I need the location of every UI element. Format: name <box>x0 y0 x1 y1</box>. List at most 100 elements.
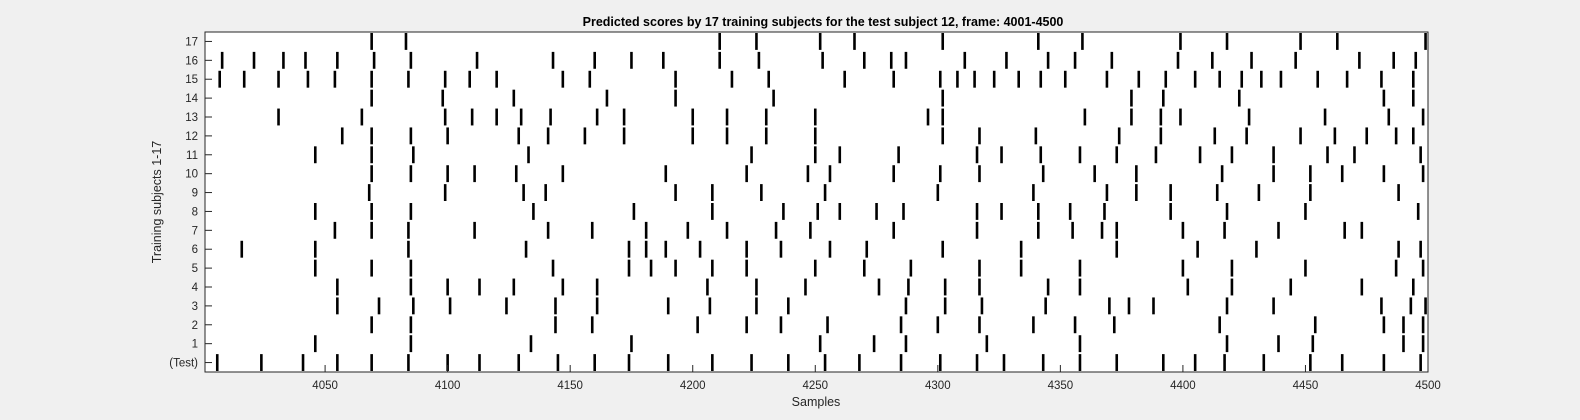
event-mark <box>978 278 981 296</box>
event-mark <box>409 51 413 69</box>
event-mark <box>1260 70 1263 88</box>
event-mark <box>892 165 896 183</box>
event-mark <box>443 108 447 126</box>
event-mark <box>711 203 714 220</box>
event-mark <box>1255 240 1258 258</box>
event-mark <box>1041 165 1045 183</box>
event-mark <box>627 259 631 277</box>
event-mark <box>1154 146 1158 164</box>
event-mark <box>725 108 729 126</box>
event-mark <box>1081 33 1084 50</box>
event-mark <box>1179 33 1182 50</box>
event-mark <box>1424 297 1427 315</box>
event-mark <box>1063 70 1067 88</box>
event-mark <box>1115 354 1119 371</box>
event-mark <box>943 297 947 315</box>
y-tick-label: 1 <box>192 339 198 351</box>
event-mark <box>215 354 219 371</box>
event-mark <box>1135 165 1138 183</box>
event-mark <box>943 278 947 296</box>
event-mark <box>409 335 413 353</box>
event-mark <box>470 108 474 126</box>
event-mark <box>813 108 817 126</box>
x-tick-label: 4150 <box>557 380 583 392</box>
x-tick-label: 4100 <box>435 380 461 392</box>
event-mark <box>1110 51 1114 69</box>
event-mark <box>1394 127 1398 145</box>
event-mark <box>475 51 479 69</box>
event-mark <box>1152 297 1155 315</box>
event-mark <box>1181 259 1185 277</box>
event-mark <box>708 297 712 315</box>
event-mark <box>644 240 648 258</box>
x-tick-label: 4300 <box>925 380 951 392</box>
event-mark <box>370 165 373 183</box>
event-mark <box>551 51 555 69</box>
event-mark <box>404 33 408 50</box>
event-mark <box>666 354 670 371</box>
event-mark <box>544 184 547 201</box>
event-mark <box>686 221 690 239</box>
event-mark <box>1409 297 1413 315</box>
event-mark <box>1277 221 1280 239</box>
y-tick-label: 11 <box>186 150 198 162</box>
event-mark <box>220 51 224 69</box>
event-mark <box>858 354 861 371</box>
event-mark <box>1402 316 1405 334</box>
event-mark <box>698 240 702 258</box>
y-tick-label: 12 <box>185 131 198 143</box>
event-mark <box>252 51 256 69</box>
event-mark <box>978 165 981 183</box>
event-mark <box>1115 221 1119 239</box>
event-mark <box>1414 51 1418 69</box>
event-mark <box>764 108 768 126</box>
event-mark <box>1071 221 1074 239</box>
event-mark <box>872 335 876 353</box>
event-mark <box>1176 51 1180 69</box>
event-mark <box>377 297 381 315</box>
event-mark <box>1402 335 1405 353</box>
event-mark <box>941 127 945 145</box>
event-mark <box>755 278 758 296</box>
event-mark <box>1311 335 1315 353</box>
event-mark <box>718 33 721 50</box>
event-mark <box>992 70 996 88</box>
event-mark <box>512 89 516 107</box>
event-mark <box>1382 316 1386 334</box>
event-mark <box>1127 297 1131 315</box>
event-mark <box>1421 108 1425 126</box>
event-mark <box>1196 240 1199 258</box>
event-mark <box>583 127 587 145</box>
event-mark <box>853 33 856 50</box>
event-mark <box>1230 146 1234 164</box>
event-mark <box>546 221 550 239</box>
y-tick-label: 7 <box>192 225 198 237</box>
event-mark <box>1419 354 1422 371</box>
event-mark <box>821 51 824 69</box>
event-mark <box>1424 33 1427 50</box>
event-mark <box>549 108 552 126</box>
x-tick-label: 4250 <box>802 380 828 392</box>
event-mark <box>711 259 714 277</box>
y-axis-label: Training subjects 1-17 <box>150 141 164 264</box>
event-mark <box>1000 203 1003 220</box>
event-mark <box>441 89 445 107</box>
event-mark <box>514 165 518 183</box>
y-tick-label: (Test) <box>169 358 198 370</box>
event-mark <box>975 203 979 220</box>
event-mark <box>1115 240 1119 258</box>
event-mark <box>1360 221 1364 239</box>
event-mark <box>313 203 317 220</box>
event-mark <box>443 184 447 201</box>
event-mark <box>333 221 337 239</box>
event-mark <box>412 146 415 164</box>
event-mark <box>1225 297 1229 315</box>
event-mark <box>1093 165 1096 183</box>
event-mark <box>1193 354 1197 371</box>
event-mark <box>1105 70 1109 88</box>
x-tick-label: 4500 <box>1415 380 1441 392</box>
event-mark <box>936 316 940 334</box>
event-mark <box>409 203 413 220</box>
y-tick-label: 16 <box>185 55 198 67</box>
